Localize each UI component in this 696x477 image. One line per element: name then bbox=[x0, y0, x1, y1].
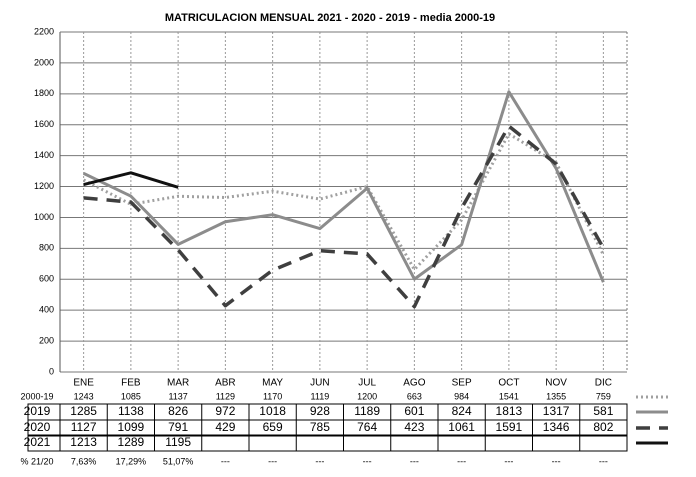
table-cell: --- bbox=[599, 456, 608, 466]
table-cell: 1195 bbox=[165, 435, 191, 449]
table-cell: 1200 bbox=[357, 391, 377, 401]
x-tick-label: MAY bbox=[262, 378, 283, 389]
x-tick-label: JUN bbox=[310, 378, 329, 389]
table-cell: 791 bbox=[168, 420, 188, 434]
series-line bbox=[82, 90, 605, 283]
table-cell: 826 bbox=[168, 404, 188, 418]
table-cell: 1355 bbox=[546, 391, 566, 401]
table-cell: 984 bbox=[454, 391, 469, 401]
table-cell: 1138 bbox=[118, 404, 144, 418]
table-cell: 1285 bbox=[70, 404, 97, 418]
row-label: 2020 bbox=[24, 420, 51, 434]
y-tick-label: 0 bbox=[49, 366, 54, 376]
table-cell: --- bbox=[457, 456, 466, 466]
row-label: 2000-19 bbox=[20, 391, 53, 401]
table-cell: 1346 bbox=[543, 420, 570, 434]
y-tick-label: 1600 bbox=[34, 119, 54, 129]
table-cell: 1591 bbox=[496, 420, 523, 434]
table-cell: 429 bbox=[215, 420, 235, 434]
table-cell: 972 bbox=[215, 404, 235, 418]
y-tick-label: 2200 bbox=[34, 26, 54, 36]
table-cell: 785 bbox=[310, 420, 330, 434]
table-cell: 928 bbox=[310, 404, 330, 418]
row-label: 2021 bbox=[24, 435, 51, 449]
y-tick-label: 1000 bbox=[34, 212, 54, 222]
table-cell: 1289 bbox=[118, 435, 145, 449]
table-cell: 1129 bbox=[216, 391, 235, 401]
y-tick-label: 1400 bbox=[34, 150, 54, 160]
series-line bbox=[82, 132, 605, 272]
table-cell: 1061 bbox=[448, 420, 475, 434]
y-tick-label: 2000 bbox=[34, 57, 54, 67]
table-cell: 423 bbox=[404, 420, 424, 434]
table-cell: --- bbox=[410, 456, 419, 466]
table-cell: 1099 bbox=[118, 420, 145, 434]
table-cell: --- bbox=[552, 456, 561, 466]
row-label: % 21/20 bbox=[20, 456, 53, 466]
chart-title: MATRICULACION MENSUAL 2021 - 2020 - 2019… bbox=[165, 12, 495, 24]
table-cell: 7,63% bbox=[71, 456, 97, 466]
table-cell: 759 bbox=[596, 391, 611, 401]
x-tick-label: SEP bbox=[452, 378, 472, 389]
table-cell: 1541 bbox=[499, 391, 519, 401]
table-cell: 1170 bbox=[263, 391, 282, 401]
x-tick-label: DIC bbox=[595, 378, 612, 389]
table-cell: 802 bbox=[593, 420, 613, 434]
y-tick-label: 400 bbox=[39, 305, 54, 315]
table-cell: --- bbox=[268, 456, 277, 466]
y-tick-label: 800 bbox=[39, 243, 54, 253]
x-tick-label: AGO bbox=[403, 378, 425, 389]
series-line bbox=[83, 171, 179, 189]
table-cell: 1018 bbox=[259, 404, 286, 418]
table-cell: 601 bbox=[404, 404, 424, 418]
table-cell: 663 bbox=[407, 391, 422, 401]
table-cell: 659 bbox=[263, 420, 283, 434]
x-tick-label: NOV bbox=[545, 378, 567, 389]
table-cell: 51,07% bbox=[163, 456, 194, 466]
x-tick-label: FEB bbox=[121, 378, 141, 389]
table-cell: 1119 bbox=[311, 391, 330, 401]
x-tick-label: OCT bbox=[498, 378, 519, 389]
table-cell: --- bbox=[315, 456, 324, 466]
x-tick-label: MAR bbox=[167, 378, 189, 389]
series-line bbox=[83, 124, 605, 309]
table-cell: 581 bbox=[593, 404, 613, 418]
table-cell: 1137 bbox=[168, 391, 187, 401]
table-cell: 764 bbox=[357, 420, 377, 434]
table-cell: 1127 bbox=[71, 420, 97, 434]
row-label: 2019 bbox=[24, 404, 51, 418]
table-cell: 1813 bbox=[496, 404, 523, 418]
x-tick-label: ABR bbox=[215, 378, 236, 389]
y-tick-label: 1800 bbox=[34, 88, 54, 98]
y-tick-label: 600 bbox=[39, 274, 54, 284]
table-cell: 1243 bbox=[74, 391, 94, 401]
table-cell: --- bbox=[504, 456, 513, 466]
table-cell: 1189 bbox=[354, 404, 380, 418]
table-cell: 17,29% bbox=[116, 456, 147, 466]
y-tick-label: 1200 bbox=[34, 181, 54, 191]
table-cell: 1213 bbox=[70, 435, 97, 449]
table-cell: --- bbox=[363, 456, 372, 466]
x-tick-label: ENE bbox=[73, 378, 94, 389]
table-cell: 1085 bbox=[121, 391, 141, 401]
table-cell: 1317 bbox=[543, 404, 570, 418]
y-tick-label: 200 bbox=[39, 335, 54, 345]
table-cell: --- bbox=[221, 456, 230, 466]
x-tick-label: JUL bbox=[358, 378, 376, 389]
table-cell: 824 bbox=[452, 404, 472, 418]
